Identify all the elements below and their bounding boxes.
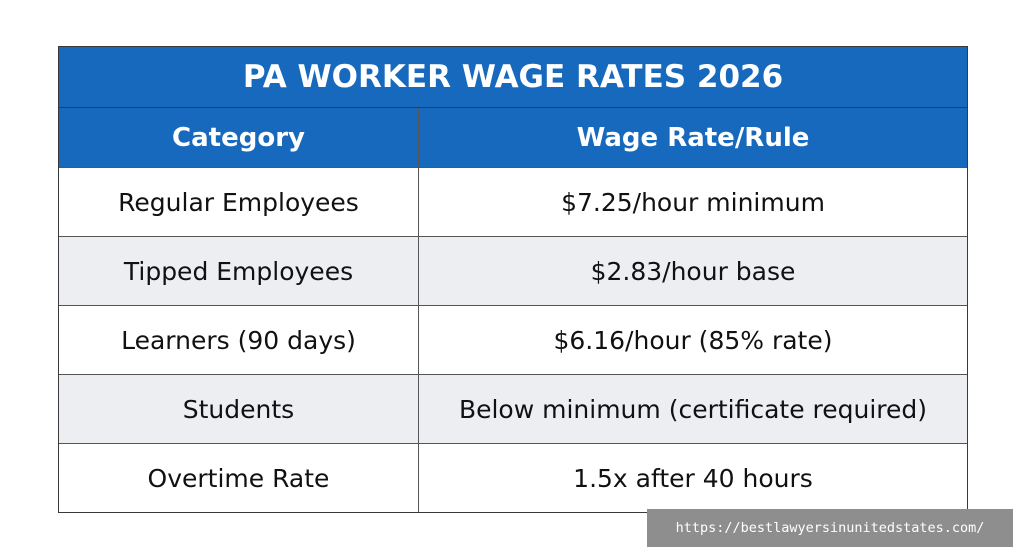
- table-cell: Regular Employees: [59, 168, 419, 236]
- table-cell: 1.5x after 40 hours: [573, 463, 813, 493]
- header-row: Category Wage Rate/Rule: [59, 108, 967, 168]
- table-cell: Below minimum (certificate required): [458, 394, 928, 424]
- table-cell: $6.16/hour (85% rate): [553, 325, 833, 355]
- table-row: Regular Employees $7.25/hour minimum: [59, 168, 967, 237]
- table-cell: $7.25/hour minimum: [561, 187, 825, 217]
- table-cell: Tipped Employees: [59, 237, 419, 305]
- table-body: Regular Employees $7.25/hour minimum Tippe…: [59, 168, 967, 512]
- table-title: PA WORKER WAGE RATES 2026: [59, 47, 967, 108]
- table-row: Learners (90 days) $6.16/hour (85% rate): [59, 306, 967, 375]
- table-row: Students Below minimum (certificate requi…: [59, 375, 967, 444]
- table-cell: Students: [59, 375, 419, 443]
- wage-table: PA WORKER WAGE RATES 2026 Category Wage …: [58, 46, 968, 513]
- table-cell: Learners (90 days): [59, 306, 419, 374]
- column-header: Wage Rate/Rule: [576, 122, 810, 153]
- watermark: https://bestlawyersinunitedstates.com/: [647, 509, 1013, 547]
- table-row: Overtime Rate 1.5x after 40 hours: [59, 444, 967, 512]
- table-cell: $2.83/hour base: [590, 256, 796, 286]
- column-header: Category: [59, 108, 419, 167]
- table-cell: Overtime Rate: [59, 444, 419, 512]
- table-row: Tipped Employees $2.83/hour base: [59, 237, 967, 306]
